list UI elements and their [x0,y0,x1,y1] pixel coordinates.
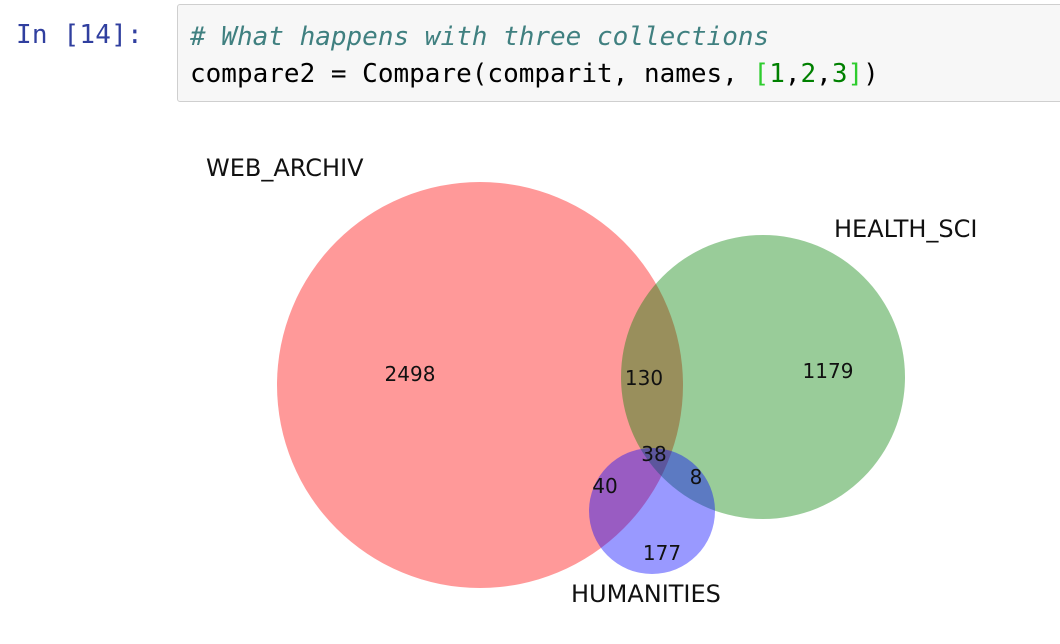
code-list-sep-1: , [784,59,801,89]
cell-prompt: In [14]: [16,20,143,50]
cell-output: 2498 1179 130 38 40 8 177 WEB_ARCHIV HEA… [180,120,1060,640]
venn-circle-humanities [589,448,715,574]
code-list-item-1: 1 [769,59,785,89]
venn-diagram: 2498 1179 130 38 40 8 177 WEB_ARCHIV HEA… [206,154,977,608]
code-line-suffix: ) [863,59,879,89]
code-list-item-3: 3 [831,59,848,89]
venn-region-humanities-only: 177 [643,541,681,565]
venn-set-label-humanities: HUMANITIES [571,580,721,608]
code-line-prefix: compare2 = Compare(comparit, names, [190,59,754,89]
code-list-close: ] [847,59,864,89]
venn-circle-web-archiv [277,182,683,588]
venn-region-web-archiv-only: 2498 [385,362,436,386]
venn-region-all-three: 38 [641,442,666,466]
code-list-sep-2: , [816,59,832,89]
venn-region-health-sci-only: 1179 [803,359,854,383]
code-list-item-2: 2 [800,59,817,89]
code-comment: # What happens with three collections [190,22,770,52]
venn-set-label-web-archiv: WEB_ARCHIV [206,154,364,182]
venn-region-web-humanities: 40 [592,474,617,498]
code-list-open: [ [753,59,770,89]
venn-region-web-health: 130 [625,366,663,390]
venn-circle-health-sci [621,235,905,519]
code-block[interactable]: # What happens with three collections co… [190,19,879,93]
venn-region-health-humanities: 8 [690,465,703,489]
venn-set-label-health-sci: HEALTH_SCI [834,215,977,243]
code-input-area[interactable]: # What happens with three collections co… [177,4,1060,102]
